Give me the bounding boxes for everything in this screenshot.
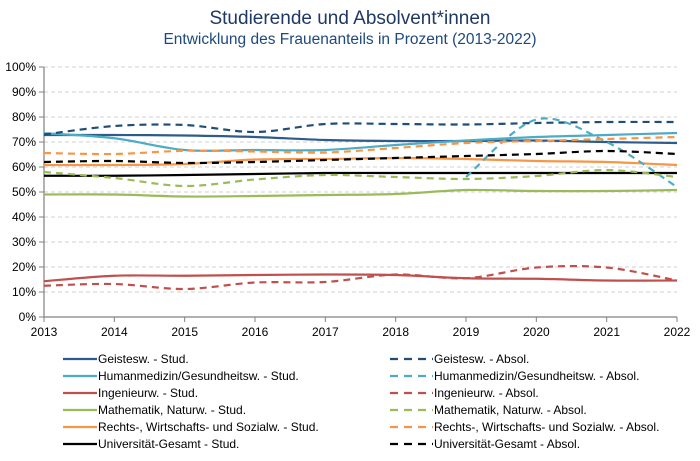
legend-item: Geistesw. - Stud. <box>63 352 189 366</box>
legend-swatch <box>63 425 97 429</box>
legend-swatch <box>390 357 433 361</box>
legend-label: Rechts-, Wirtschafts- und Sozialw. - Abs… <box>434 420 660 434</box>
y-tick-label: 40% <box>12 210 36 224</box>
y-tick-label: 90% <box>12 85 36 99</box>
legend-item: Universität-Gesamt - Absol. <box>390 437 580 451</box>
y-tick-label: 60% <box>12 160 36 174</box>
legend-label: Ingenieurw. - Absol. <box>434 386 539 400</box>
series-line-universit-t-gesamt-absol <box>43 149 678 165</box>
series-line-ingenieurw-stud <box>43 273 678 283</box>
x-tick-label: 2016 <box>242 325 269 339</box>
chart-title: Studierende und Absolvent*innen <box>209 8 491 29</box>
x-tick-label: 2017 <box>312 325 339 339</box>
x-tick-label: 2018 <box>382 325 409 339</box>
legend-swatch <box>63 442 97 446</box>
legend-item: Rechts-, Wirtschafts- und Sozialw. - Abs… <box>390 420 659 434</box>
x-tick-label: 2013 <box>31 325 58 339</box>
x-tick-label: 2021 <box>593 325 620 339</box>
legend-swatch <box>390 408 433 412</box>
y-tick-label: 10% <box>12 285 36 299</box>
legend-swatch <box>63 357 97 361</box>
legend-item: Rechts-, Wirtschafts- und Sozialw. - Stu… <box>63 420 319 434</box>
legend-swatch <box>63 408 97 412</box>
legend-item: Ingenieurw. - Absol. <box>390 386 539 400</box>
y-axis-ticks: 0% 10% 20% 30% 40% 50% 60% 70% 80% 90% 100% <box>5 60 44 324</box>
legend-item: Humanmedizin/Gesundheitsw. - Absol. <box>390 369 639 383</box>
x-tick-label: 2015 <box>171 325 198 339</box>
chart-subtitle: Entwicklung des Frauenanteils in Prozent… <box>163 31 537 48</box>
series-line-geistesw-stud <box>43 133 678 145</box>
series-lines <box>43 117 678 291</box>
legend-label: Universität-Gesamt - Absol. <box>434 437 581 451</box>
y-tick-label: 80% <box>12 110 36 124</box>
series-line-mathematik-naturw-stud <box>43 188 678 198</box>
legend-item: Humanmedizin/Gesundheitsw. - Stud. <box>63 369 299 383</box>
y-tick-label: 0% <box>19 310 37 324</box>
legend-item: Geistesw. - Absol. <box>390 352 529 366</box>
x-tick-label: 2022 <box>664 325 691 339</box>
legend-swatch <box>390 374 433 378</box>
legend-label: Geistesw. - Stud. <box>98 352 189 366</box>
series-line-rechts-wirtschafts-und-sozialw-absol <box>43 135 678 156</box>
legend-swatch <box>390 391 433 395</box>
x-tick-label: 2019 <box>453 325 480 339</box>
series-line-mathematik-naturw-absol <box>43 168 678 188</box>
legend-swatch <box>63 391 97 395</box>
x-tick-label: 2020 <box>523 325 550 339</box>
y-tick-label: 70% <box>12 135 36 149</box>
legend-item: Ingenieurw. - Stud. <box>63 386 198 400</box>
legend-label: Geistesw. - Absol. <box>434 352 530 366</box>
y-tick-label: 30% <box>12 235 36 249</box>
line-chart: 0%10%20%30%40%50%60%70%80%90%100% 2013 20… <box>5 60 691 339</box>
legend-swatch <box>390 425 433 429</box>
legend-swatch <box>390 442 433 446</box>
legend-swatch <box>63 374 97 378</box>
legend-label: Mathematik, Naturw. - Stud. <box>98 403 247 417</box>
gridlines <box>44 66 677 293</box>
series-line-humanmedizin-gesundheitsw-absol <box>465 117 678 188</box>
series-line-humanmedizin-gesundheitsw-stud <box>43 131 678 152</box>
series-line-geistesw-absol <box>43 120 678 136</box>
legend-item: Universität-Gesamt - Stud. <box>63 437 239 451</box>
legend-label: Ingenieurw. - Stud. <box>98 386 199 400</box>
legend-item: Mathematik, Naturw. - Stud. <box>63 403 246 417</box>
x-axis-ticks: 2013 2014 2015 2016 2017 2018 2019 2020 2021 2022 <box>31 317 691 339</box>
legend-label: Mathematik, Naturw. - Absol. <box>434 403 587 417</box>
legend-label: Humanmedizin/Gesundheitsw. - Absol. <box>434 369 640 383</box>
y-tick-label: 20% <box>12 260 36 274</box>
legend-label: Universität-Gesamt - Stud. <box>98 437 240 451</box>
series-line-ingenieurw-absol <box>43 264 678 291</box>
legend-label: Humanmedizin/Gesundheitsw. - Stud. <box>98 369 299 383</box>
y-tick-label: 50% <box>12 185 36 199</box>
y-tick-label: 100% <box>5 60 36 74</box>
x-tick-label: 2014 <box>101 325 128 339</box>
legend-label: Rechts-, Wirtschafts- und Sozialw. - Stu… <box>98 420 319 434</box>
legend-item: Mathematik, Naturw. - Absol. <box>390 403 587 417</box>
